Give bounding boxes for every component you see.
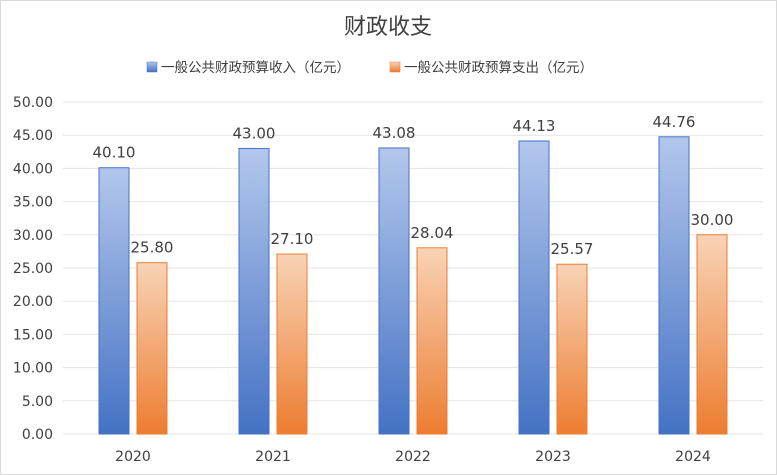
bar-expenditure-2021	[276, 253, 308, 435]
data-label-expenditure-2024: 30.00	[691, 211, 734, 229]
y-axis-ticks: 0.00 5.00 10.00 15.00 20.00 25.00 30.00 35.00 40…	[13, 95, 53, 443]
y-tick-label: 20.00	[13, 294, 53, 310]
data-label-revenue-2024: 44.76	[653, 113, 696, 131]
x-tick-label: 2024	[675, 449, 711, 465]
bar-revenue-2021	[238, 147, 270, 435]
data-label-expenditure-2021: 27.10	[271, 230, 314, 248]
legend: 一般公共财政预算收入（亿元） 一般公共财政预算支出（亿元）	[146, 60, 593, 76]
data-label-revenue-2023: 44.13	[513, 117, 556, 135]
y-tick-label: 10.00	[13, 361, 53, 377]
data-label-expenditure-2023: 25.57	[551, 240, 594, 258]
x-tick-label: 2021	[255, 449, 291, 465]
bar-revenue-2024	[658, 136, 690, 435]
data-label-expenditure-2020: 25.80	[131, 239, 174, 257]
bar-revenue-2022	[378, 147, 410, 435]
legend-swatch-expenditure	[389, 61, 401, 73]
legend-swatch-revenue	[146, 61, 158, 73]
y-tick-label: 35.00	[13, 195, 53, 211]
gridlines	[63, 101, 763, 435]
legend-label-revenue: 一般公共财政预算收入（亿元）	[161, 60, 350, 76]
data-labels: 40.10 25.80 43.00 27.10 43.08 28.04 44.13 25.57…	[93, 113, 734, 258]
y-tick-label: 5.00	[22, 394, 53, 410]
y-tick-label: 25.00	[13, 261, 53, 277]
bars	[98, 136, 728, 435]
x-tick-label: 2023	[535, 449, 571, 465]
legend-label-expenditure: 一般公共财政预算支出（亿元）	[404, 60, 593, 76]
bar-expenditure-2023	[556, 263, 588, 435]
data-label-expenditure-2022: 28.04	[411, 224, 454, 242]
bar-expenditure-2020	[136, 262, 168, 435]
y-tick-label: 30.00	[13, 228, 53, 244]
y-tick-label: 15.00	[13, 327, 53, 343]
y-tick-label: 0.00	[22, 427, 53, 443]
chart-title: 财政收支	[344, 15, 432, 40]
y-tick-label: 45.00	[13, 128, 53, 144]
bar-revenue-2023	[518, 140, 550, 435]
y-tick-label: 50.00	[13, 95, 53, 111]
data-label-revenue-2022: 43.08	[373, 124, 416, 142]
bar-expenditure-2022	[416, 247, 448, 435]
bar-revenue-2020	[98, 167, 130, 435]
x-tick-label: 2022	[395, 449, 431, 465]
y-tick-label: 40.00	[13, 161, 53, 177]
x-tick-label: 2020	[115, 449, 151, 465]
data-label-revenue-2020: 40.10	[93, 144, 136, 162]
data-label-revenue-2021: 43.00	[233, 124, 276, 142]
x-axis-ticks: 2020 2021 2022 2023 2024	[115, 449, 711, 465]
bar-expenditure-2024	[696, 234, 728, 435]
